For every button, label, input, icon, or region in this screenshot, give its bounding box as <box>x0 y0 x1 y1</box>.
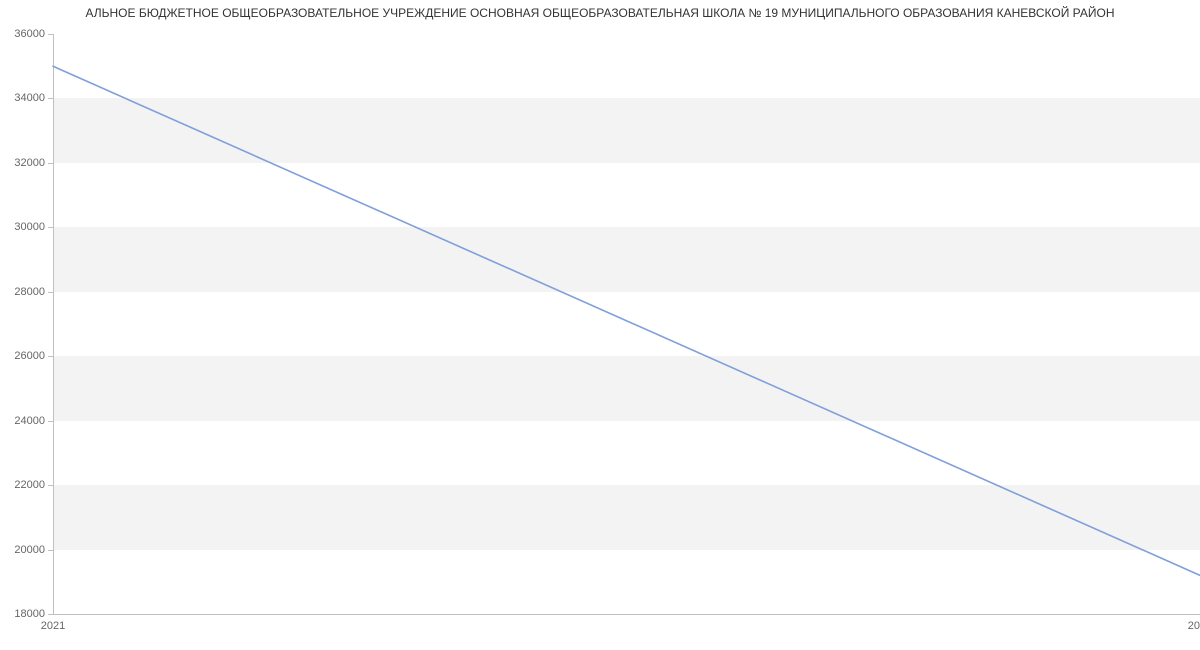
y-tick-label: 28000 <box>14 286 45 298</box>
y-tick-label: 24000 <box>14 415 45 427</box>
y-tick-label: 18000 <box>14 608 45 620</box>
x-axis-line <box>53 614 1200 615</box>
y-tick-label: 20000 <box>14 544 45 556</box>
y-tick-mark <box>48 485 53 486</box>
y-tick-mark <box>48 163 53 164</box>
x-tick-label: 2024 <box>1188 620 1200 632</box>
chart-container: АЛЬНОЕ БЮДЖЕТНОЕ ОБЩЕОБРАЗОВАТЕЛЬНОЕ УЧР… <box>0 0 1200 650</box>
y-tick-label: 36000 <box>14 28 45 40</box>
y-tick-label: 34000 <box>14 92 45 104</box>
y-tick-mark <box>48 421 53 422</box>
series-line <box>53 66 1200 575</box>
y-tick-mark <box>48 292 53 293</box>
y-tick-label: 30000 <box>14 221 45 233</box>
chart-title: АЛЬНОЕ БЮДЖЕТНОЕ ОБЩЕОБРАЗОВАТЕЛЬНОЕ УЧР… <box>0 6 1200 20</box>
y-tick-label: 32000 <box>14 157 45 169</box>
y-tick-label: 26000 <box>14 350 45 362</box>
y-tick-mark <box>48 98 53 99</box>
y-tick-mark <box>48 614 53 615</box>
y-tick-mark <box>48 227 53 228</box>
y-tick-mark <box>48 550 53 551</box>
x-tick-label: 2021 <box>41 620 65 632</box>
y-tick-label: 22000 <box>14 479 45 491</box>
y-tick-mark <box>48 356 53 357</box>
y-tick-mark <box>48 34 53 35</box>
line-layer <box>53 34 1200 614</box>
plot-area: 1800020000220002400026000280003000032000… <box>53 34 1200 614</box>
